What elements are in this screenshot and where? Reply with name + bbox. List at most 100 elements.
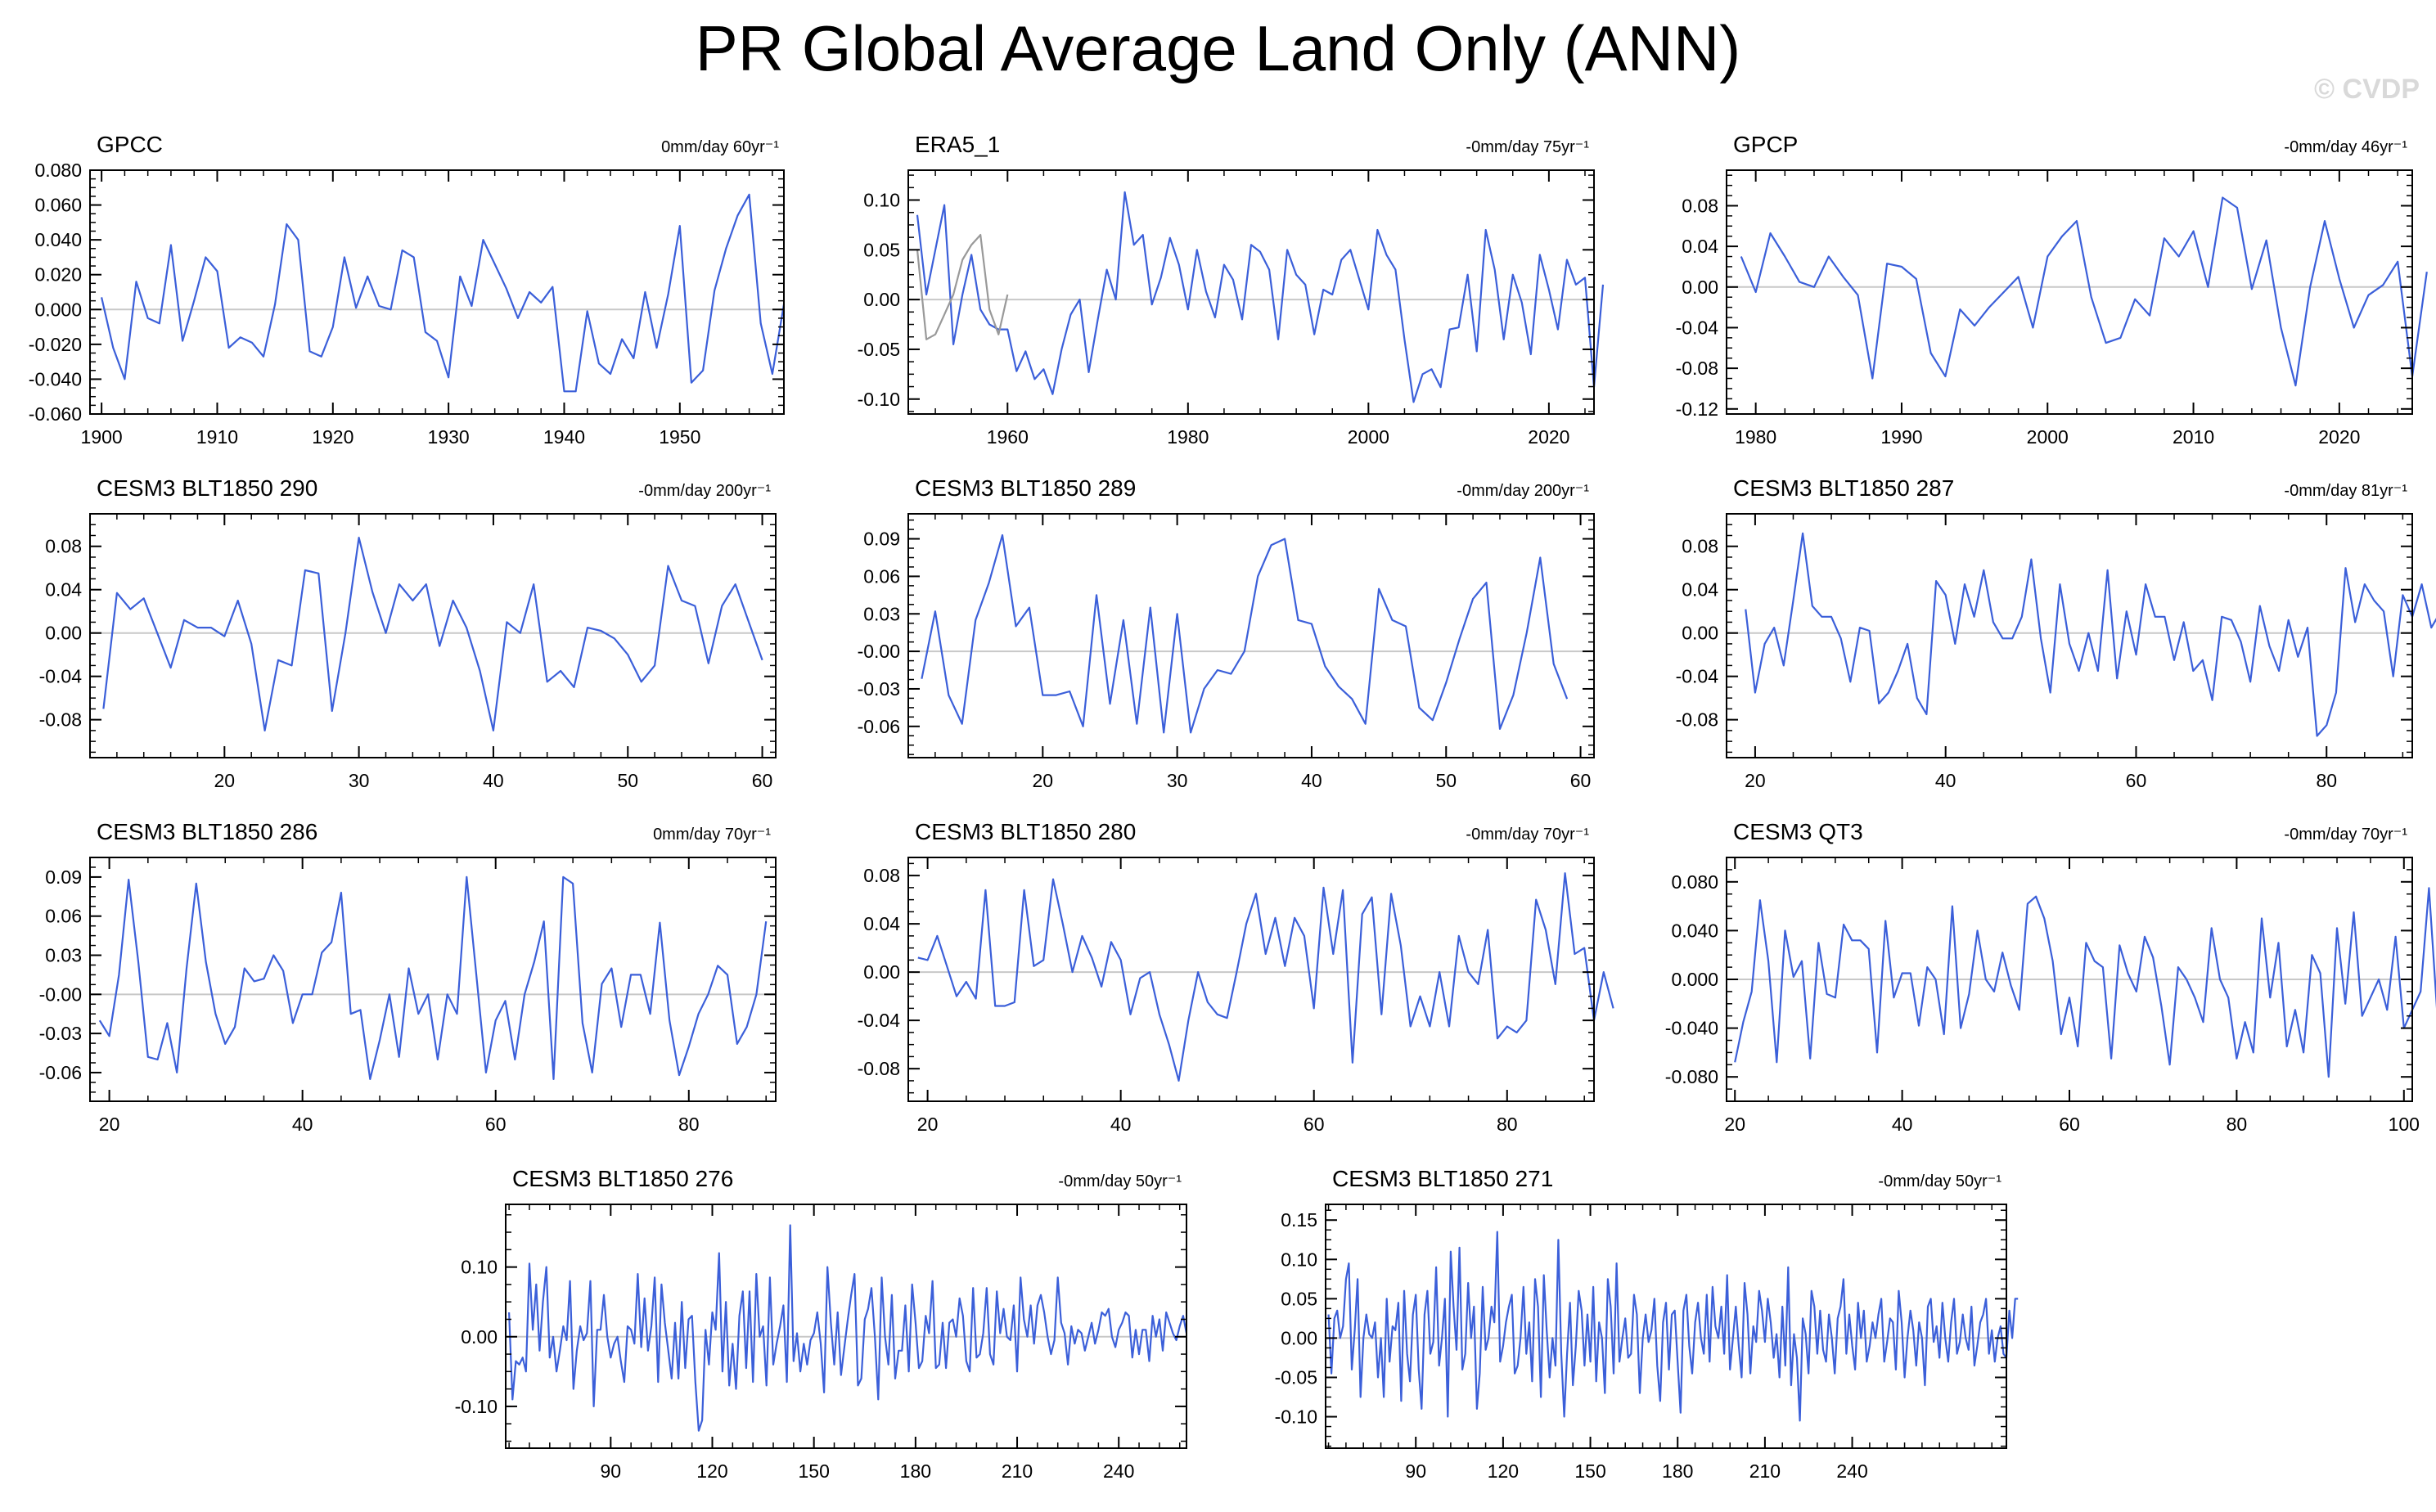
plot-frame	[1726, 513, 2413, 758]
y-tick-label: 0.08	[1682, 195, 1718, 216]
y-tick-label: 0.10	[461, 1257, 498, 1278]
y-tick-label: -0.08	[858, 1058, 900, 1079]
x-tick-label: 90	[1405, 1460, 1426, 1482]
x-tick-label: 40	[1892, 1114, 1913, 1135]
y-tick-label: 0.10	[1281, 1249, 1317, 1270]
y-tick-label: 0.020	[34, 264, 82, 286]
y-tick-label: 0.04	[45, 579, 82, 601]
y-tick-label: -0.00	[39, 983, 82, 1005]
y-tick-label: 0.04	[863, 913, 900, 934]
panel-8: -0.080 -0.040 0.000 0.040 0.080 20 40 60 80 100 CE…	[1665, 819, 2436, 1135]
y-tick-label: -0.00	[858, 641, 900, 662]
x-tick-label: 60	[1570, 770, 1592, 791]
trend-label: -0mm/day 75yr⁻¹	[1466, 138, 1589, 156]
panel-title: GPCP	[1733, 132, 1798, 157]
panel-2: -0.12 -0.08 -0.04 0.00 0.04 0.08 1980 1990 2000 2…	[1676, 132, 2428, 448]
y-tick-label: -0.04	[1676, 666, 1719, 687]
panel-1: -0.10 -0.05 0.00 0.05 0.10 1960 1980 2000 2020 ER…	[858, 132, 1605, 448]
panel-9: -0.10 0.00 0.10 90 120 150 180 210 240 CESM3 BLT1…	[455, 1166, 1188, 1482]
series-line-0	[1740, 196, 2428, 387]
y-tick-label: 0.000	[1671, 969, 1718, 990]
x-tick-label: 80	[2227, 1114, 2248, 1135]
series-line-0	[921, 533, 1569, 734]
y-tick-label: -0.10	[1275, 1406, 1317, 1428]
y-tick-label: 0.09	[863, 529, 900, 550]
x-tick-label: 240	[1103, 1460, 1134, 1482]
x-tick-label: 50	[1435, 770, 1457, 791]
series-line-0	[917, 872, 1614, 1082]
panel-4: -0.06 -0.03 -0.00 0.03 0.06 0.09 20 30 40 50 60 CES…	[858, 475, 1595, 791]
y-tick-label: 0.05	[863, 239, 900, 260]
x-tick-label: 2000	[2027, 426, 2069, 448]
x-tick-label: 60	[752, 770, 773, 791]
y-tick-label: 0.09	[45, 866, 82, 888]
series-line-0	[916, 191, 1605, 403]
x-tick-label: 180	[1662, 1460, 1693, 1482]
x-tick-label: 80	[678, 1114, 700, 1135]
panel-title: GPCC	[97, 132, 163, 157]
x-tick-label: 1940	[543, 426, 585, 448]
trend-label: -0mm/day 200yr⁻¹	[1457, 482, 1589, 500]
y-tick-label: 0.00	[863, 289, 900, 310]
y-tick-label: 0.00	[1281, 1327, 1317, 1348]
panel-title: CESM3 BLT1850 290	[97, 475, 317, 501]
y-tick-label: -0.08	[39, 709, 82, 731]
trend-label: -0mm/day 81yr⁻¹	[2284, 482, 2407, 500]
y-tick-label: 0.06	[45, 906, 82, 927]
x-tick-label: 1950	[659, 426, 700, 448]
y-tick-label: 0.03	[45, 945, 82, 966]
x-tick-label: 20	[1745, 770, 1766, 791]
x-tick-label: 180	[900, 1460, 931, 1482]
cvdp-watermark: © CVDP	[2314, 74, 2420, 105]
y-tick-label: 0.080	[1671, 871, 1718, 893]
x-tick-label: 1980	[1167, 426, 1209, 448]
y-tick-label: -0.08	[1676, 709, 1718, 731]
panel-title: CESM3 BLT1850 276	[512, 1166, 733, 1191]
panel-title: CESM3 BLT1850 286	[97, 819, 317, 844]
y-tick-label: 0.060	[34, 195, 82, 216]
y-tick-label: 0.05	[1281, 1288, 1317, 1309]
x-tick-label: 2000	[1348, 426, 1389, 448]
panel-10: -0.10 -0.05 0.00 0.05 0.10 0.15 90 120 150 180 210…	[1275, 1166, 2019, 1482]
x-tick-label: 30	[349, 770, 370, 791]
panel-5: -0.08 -0.04 0.00 0.04 0.08 20 40 60 80 CESM3 BLT1…	[1676, 475, 2436, 791]
trend-label: 0mm/day 70yr⁻¹	[653, 826, 771, 844]
y-tick-label: -0.040	[1665, 1018, 1718, 1039]
panel-6: -0.06 -0.03 -0.00 0.03 0.06 0.09 20 40 60 80 CESM3…	[39, 819, 777, 1135]
x-tick-label: 40	[1110, 1114, 1132, 1135]
x-tick-label: 40	[483, 770, 504, 791]
trend-label: -0mm/day 50yr⁻¹	[1058, 1172, 1182, 1190]
y-tick-label: -0.08	[1676, 358, 1718, 379]
x-tick-label: 1930	[428, 426, 470, 448]
x-tick-label: 20	[917, 1114, 939, 1135]
x-tick-label: 1900	[81, 426, 123, 448]
x-tick-label: 90	[601, 1460, 622, 1482]
series-line-0	[102, 536, 763, 732]
y-tick-label: 0.04	[1682, 579, 1718, 601]
panel-3: -0.08 -0.04 0.00 0.04 0.08 20 30 40 50 60 CESM3 BL…	[39, 475, 777, 791]
y-tick-label: 0.08	[863, 865, 900, 886]
y-tick-label: 0.000	[34, 299, 82, 320]
x-tick-label: 80	[2316, 770, 2337, 791]
plot-frame	[1726, 169, 2413, 415]
y-tick-label: 0.08	[1682, 536, 1718, 557]
x-tick-label: 50	[617, 770, 638, 791]
series-line-1	[916, 234, 1009, 340]
series-line-0	[508, 1224, 1188, 1432]
y-tick-label: -0.10	[455, 1396, 498, 1417]
plot-frame	[89, 169, 785, 415]
x-tick-label: 40	[1935, 770, 1956, 791]
x-tick-label: 1960	[987, 426, 1029, 448]
y-tick-label: 0.08	[45, 536, 82, 557]
x-tick-label: 40	[1301, 770, 1322, 791]
x-tick-label: 1980	[1735, 426, 1776, 448]
y-tick-label: -0.06	[39, 1062, 82, 1083]
x-tick-label: 20	[1033, 770, 1054, 791]
x-tick-label: 60	[2059, 1114, 2080, 1135]
plot-frame	[89, 513, 777, 758]
y-tick-label: 0.00	[45, 623, 82, 644]
x-tick-label: 210	[1749, 1460, 1781, 1482]
y-tick-label: 0.040	[1671, 920, 1718, 941]
y-tick-label: 0.040	[34, 229, 82, 250]
